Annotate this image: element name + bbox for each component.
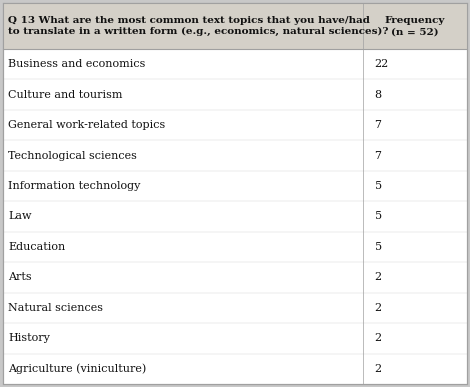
Bar — [3, 3, 467, 49]
Text: Law: Law — [8, 212, 31, 221]
Text: Education: Education — [8, 242, 65, 252]
Text: 2: 2 — [375, 303, 382, 313]
Text: 5: 5 — [375, 181, 382, 191]
Text: General work-related topics: General work-related topics — [8, 120, 165, 130]
Text: 2: 2 — [375, 333, 382, 343]
Text: Technological sciences: Technological sciences — [8, 151, 137, 161]
Text: Arts: Arts — [8, 272, 31, 283]
Text: Frequency
(n = 52): Frequency (n = 52) — [384, 15, 445, 36]
Text: 7: 7 — [375, 120, 382, 130]
Text: Culture and tourism: Culture and tourism — [8, 90, 123, 100]
Text: Information technology: Information technology — [8, 181, 141, 191]
Text: 7: 7 — [375, 151, 382, 161]
Text: 22: 22 — [375, 59, 389, 69]
Text: History: History — [8, 333, 50, 343]
Text: 2: 2 — [375, 272, 382, 283]
Text: 5: 5 — [375, 242, 382, 252]
Text: Agriculture (viniculture): Agriculture (viniculture) — [8, 363, 146, 374]
Text: 2: 2 — [375, 364, 382, 374]
Text: 8: 8 — [375, 90, 382, 100]
Text: Business and economics: Business and economics — [8, 59, 145, 69]
Text: 5: 5 — [375, 212, 382, 221]
Text: Q 13 What are the most common text topics that you have/had
to translate in a wr: Q 13 What are the most common text topic… — [8, 16, 389, 36]
Text: Natural sciences: Natural sciences — [8, 303, 103, 313]
